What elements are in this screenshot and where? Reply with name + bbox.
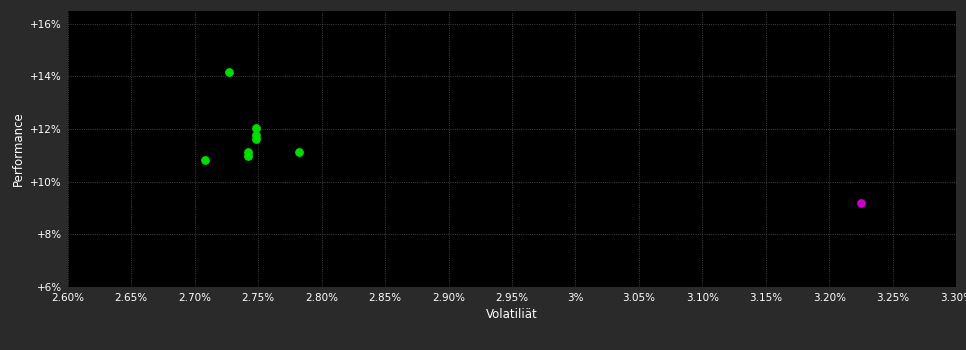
X-axis label: Volatiliät: Volatiliät [486, 308, 538, 321]
Point [221, 70, 237, 75]
Point [853, 200, 868, 205]
Point [291, 149, 306, 155]
Point [241, 149, 256, 155]
Y-axis label: Performance: Performance [12, 111, 25, 186]
Point [241, 153, 256, 159]
Point [197, 157, 213, 163]
Point [248, 132, 264, 138]
Point [248, 125, 264, 131]
Point [248, 136, 264, 142]
